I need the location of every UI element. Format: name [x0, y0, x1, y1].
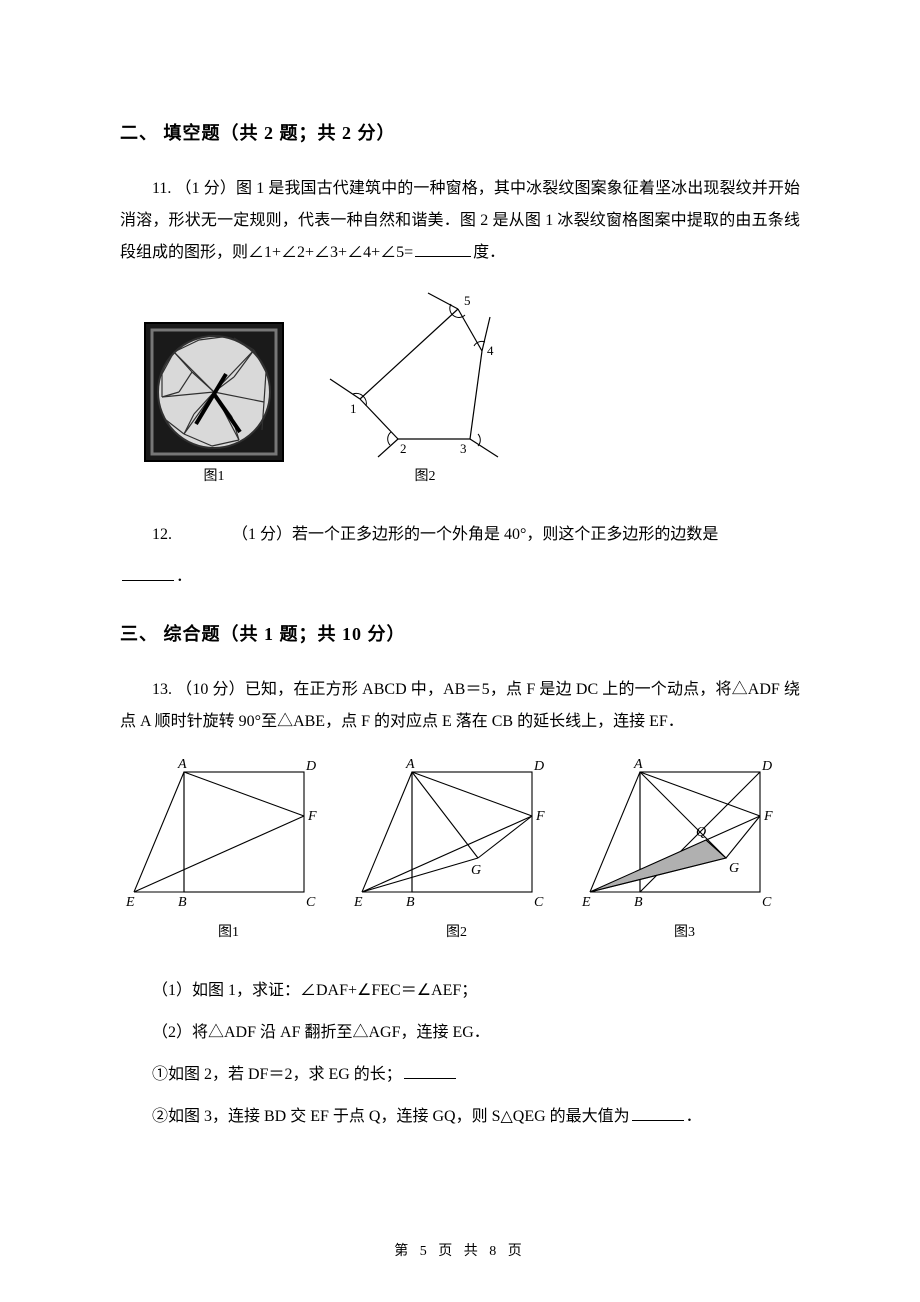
svg-text:C: C: [306, 895, 316, 910]
svg-text:A: A: [633, 757, 643, 772]
svg-text:F: F: [307, 809, 317, 824]
svg-text:B: B: [406, 895, 415, 910]
q13-prefix: 13. （10 分）: [152, 681, 245, 698]
q13-p3b: ②如图 3，连接 BD 交 EF 于点 Q，连接 GQ，则 S△QEG 的最大值…: [120, 1101, 800, 1133]
q11-fig2-caption: 图2: [320, 466, 530, 487]
q11-body-b: 度．: [473, 244, 505, 261]
angle-label-2: 2: [400, 441, 407, 456]
q11-blank: [415, 240, 471, 257]
q13-p1: （1）如图 1，求证：∠DAF+∠FEC＝∠AEF；: [120, 975, 800, 1007]
q11-fig1-caption: 图1: [144, 466, 284, 487]
q12-text: 12. （1 分）若一个正多边形的一个外角是 40°，则这个正多边形的边数是: [120, 519, 800, 551]
angle-label-5: 5: [464, 293, 471, 308]
q13-fig2-caption: 图2: [446, 925, 467, 940]
svg-text:F: F: [763, 809, 773, 824]
svg-text:D: D: [533, 759, 544, 774]
q13-fig1-caption: 图1: [218, 925, 239, 940]
section-2-title: 二、 填空题（共 2 题；共 2 分）: [120, 120, 800, 147]
svg-text:E: E: [125, 895, 135, 910]
q13-p2: （2）将△ADF 沿 AF 翻折至△AGF，连接 EG．: [120, 1017, 800, 1049]
q13-p3a-blank: [404, 1062, 456, 1079]
svg-text:D: D: [761, 759, 772, 774]
square-rotation-diagrams: A D F C B E 图1: [120, 756, 800, 951]
svg-text:B: B: [178, 895, 187, 910]
svg-text:C: C: [762, 895, 772, 910]
q13-fig3-caption: 图3: [674, 925, 695, 940]
section-3-title: 三、 综合题（共 1 题；共 10 分）: [120, 621, 800, 648]
svg-text:B: B: [634, 895, 643, 910]
page-footer: 第 5 页 共 8 页: [0, 1241, 920, 1262]
q11-figures: 图1: [144, 287, 800, 487]
q11-text: 11. （1 分）图 1 是我国古代建筑中的一种窗格，其中冰裂纹图案象征着坚冰出…: [120, 173, 800, 269]
q13-p3a: ①如图 2，若 DF＝2，求 EG 的长；: [120, 1059, 800, 1091]
q12-tail: ．: [120, 561, 800, 593]
ice-crack-window-icon: [144, 322, 284, 462]
svg-text:Q: Q: [696, 825, 706, 840]
svg-text:E: E: [581, 895, 591, 910]
q12-body-a: 若一个正多边形的一个外角是 40°，则这个正多边形的边数是: [292, 526, 718, 543]
svg-text:G: G: [471, 863, 481, 878]
svg-text:D: D: [305, 759, 316, 774]
q11-prefix: 11. （1 分）: [152, 180, 236, 197]
q13-p3a-text: ①如图 2，若 DF＝2，求 EG 的长；: [152, 1066, 402, 1083]
five-line-angle-diagram: 1 2 3 4 5: [320, 287, 530, 462]
q13-stem: 13. （10 分）已知，在正方形 ABCD 中，AB＝5，点 F 是边 DC …: [120, 674, 800, 738]
svg-text:E: E: [353, 895, 363, 910]
q13-p3b-blank: [632, 1104, 684, 1121]
svg-text:C: C: [534, 895, 544, 910]
svg-text:G: G: [729, 861, 739, 876]
svg-text:A: A: [405, 757, 415, 772]
q11-fig1: 图1: [144, 322, 284, 487]
angle-label-1: 1: [350, 401, 357, 416]
q12-prefix: 12. （1 分）: [152, 526, 292, 543]
q13-figures: A D F C B E 图1: [120, 756, 800, 951]
angle-label-3: 3: [460, 441, 467, 456]
q13-p3b-text: ②如图 3，连接 BD 交 EF 于点 Q，连接 GQ，则 S△QEG 的最大值…: [152, 1108, 630, 1125]
q12-blank: [122, 564, 174, 581]
angle-label-4: 4: [487, 343, 494, 358]
svg-text:A: A: [177, 757, 187, 772]
svg-text:F: F: [535, 809, 545, 824]
q11-fig2: 1 2 3 4 5 图2: [320, 287, 530, 487]
q12-body-b: ．: [176, 568, 192, 585]
q13-p3b-tail: ．: [686, 1108, 702, 1125]
